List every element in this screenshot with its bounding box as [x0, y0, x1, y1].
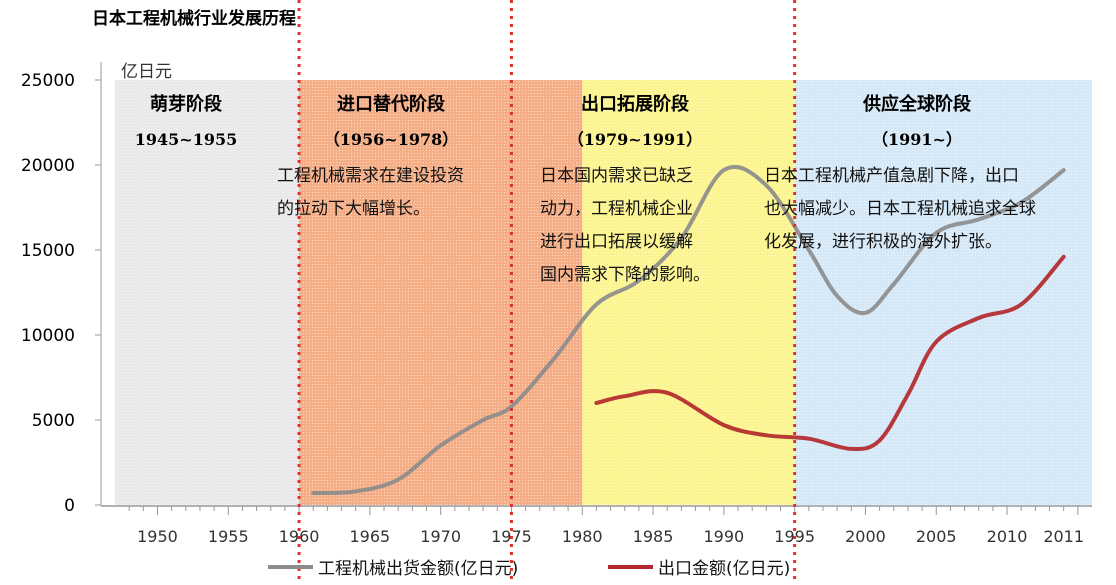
x-tick-label-8: 1990	[703, 527, 744, 546]
x-tick-label-3: 1965	[350, 527, 391, 546]
phase-title-4: 供应全球阶段	[862, 93, 972, 115]
phase-period-4: （1991~）	[872, 130, 962, 149]
chart-title: 日本工程机械行业发展历程	[92, 8, 296, 29]
phase-desc-4-line-3: 化发展，进行积极的海外扩张。	[764, 232, 1002, 252]
phase-period-1: 1945~1955	[135, 130, 237, 149]
y-tick-label-1: 5000	[32, 411, 75, 431]
phase-desc-3-line-3: 进行出口拓展以缓解	[540, 232, 693, 252]
legend-label-1: 工程机械出货金额(亿日元)	[318, 559, 518, 579]
y-tick-label-5: 25000	[21, 71, 75, 91]
x-tick-label-1: 1955	[208, 527, 249, 546]
x-tick-label-11: 2005	[916, 527, 957, 546]
y-tick-label-0: 0	[64, 496, 75, 516]
x-tick-label-7: 1985	[633, 527, 674, 546]
phase-title-2: 进口替代阶段	[337, 93, 446, 115]
y-tick-label-3: 15000	[21, 241, 75, 261]
phase-period-3: （1979~1991）	[568, 130, 702, 149]
phase-desc-3-line-4: 国内需求下降的影响。	[540, 265, 710, 285]
phase-desc-4-line-1: 日本工程机械产值急剧下降，出口	[764, 166, 1019, 186]
y-tick-label-4: 20000	[21, 156, 75, 176]
phase-desc-3-line-1: 日本国内需求已缺乏	[540, 166, 693, 186]
phase-desc-3-line-2: 动力，工程机械企业	[540, 199, 693, 219]
phase-desc-2-line-2: 的拉动下大幅增长。	[277, 199, 430, 219]
x-tick-label-4: 1970	[420, 527, 461, 546]
x-tick-label-6: 1980	[562, 527, 603, 546]
phase-title-1: 萌芽阶段	[150, 93, 223, 115]
phase-desc-2-line-1: 工程机械需求在建设投资	[277, 166, 464, 186]
y-axis-label: 亿日元	[121, 62, 172, 82]
x-tick-label-13: 2011	[1043, 527, 1084, 546]
x-tick-label-10: 2000	[845, 527, 886, 546]
y-tick-label-2: 10000	[21, 326, 75, 346]
x-tick-label-12: 2010	[987, 527, 1028, 546]
phase-period-2: （1956~1978）	[324, 130, 458, 149]
legend-label-2: 出口金额(亿日元)	[658, 559, 790, 579]
phase-desc-4-line-2: 也大幅减少。日本工程机械追求全球	[764, 199, 1036, 219]
phase-title-3: 出口拓展阶段	[581, 93, 690, 115]
x-tick-label-0: 1950	[137, 527, 178, 546]
